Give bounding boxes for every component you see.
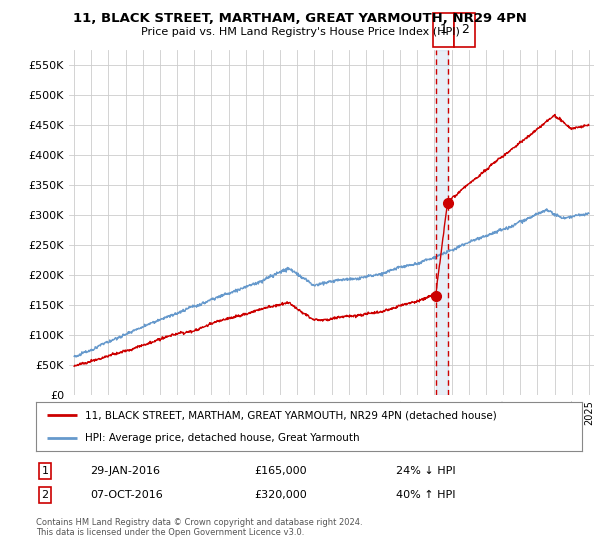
Text: 11, BLACK STREET, MARTHAM, GREAT YARMOUTH, NR29 4PN (detached house): 11, BLACK STREET, MARTHAM, GREAT YARMOUT… (85, 410, 497, 420)
FancyBboxPatch shape (433, 12, 454, 47)
Text: 1: 1 (41, 466, 49, 476)
Text: £320,000: £320,000 (254, 490, 307, 500)
Text: £165,000: £165,000 (254, 466, 307, 476)
Text: 1: 1 (440, 23, 448, 36)
Text: 11, BLACK STREET, MARTHAM, GREAT YARMOUTH, NR29 4PN: 11, BLACK STREET, MARTHAM, GREAT YARMOUT… (73, 12, 527, 25)
Text: 40% ↑ HPI: 40% ↑ HPI (397, 490, 456, 500)
Text: 29-JAN-2016: 29-JAN-2016 (91, 466, 161, 476)
Bar (436, 50, 448, 395)
Text: 2: 2 (41, 490, 49, 500)
Text: Contains HM Land Registry data © Crown copyright and database right 2024.
This d: Contains HM Land Registry data © Crown c… (36, 518, 362, 538)
Text: 2: 2 (461, 23, 469, 36)
Text: HPI: Average price, detached house, Great Yarmouth: HPI: Average price, detached house, Grea… (85, 433, 360, 442)
Text: 07-OCT-2016: 07-OCT-2016 (91, 490, 163, 500)
FancyBboxPatch shape (454, 12, 475, 47)
Text: 24% ↓ HPI: 24% ↓ HPI (397, 466, 456, 476)
Text: Price paid vs. HM Land Registry's House Price Index (HPI): Price paid vs. HM Land Registry's House … (140, 27, 460, 37)
